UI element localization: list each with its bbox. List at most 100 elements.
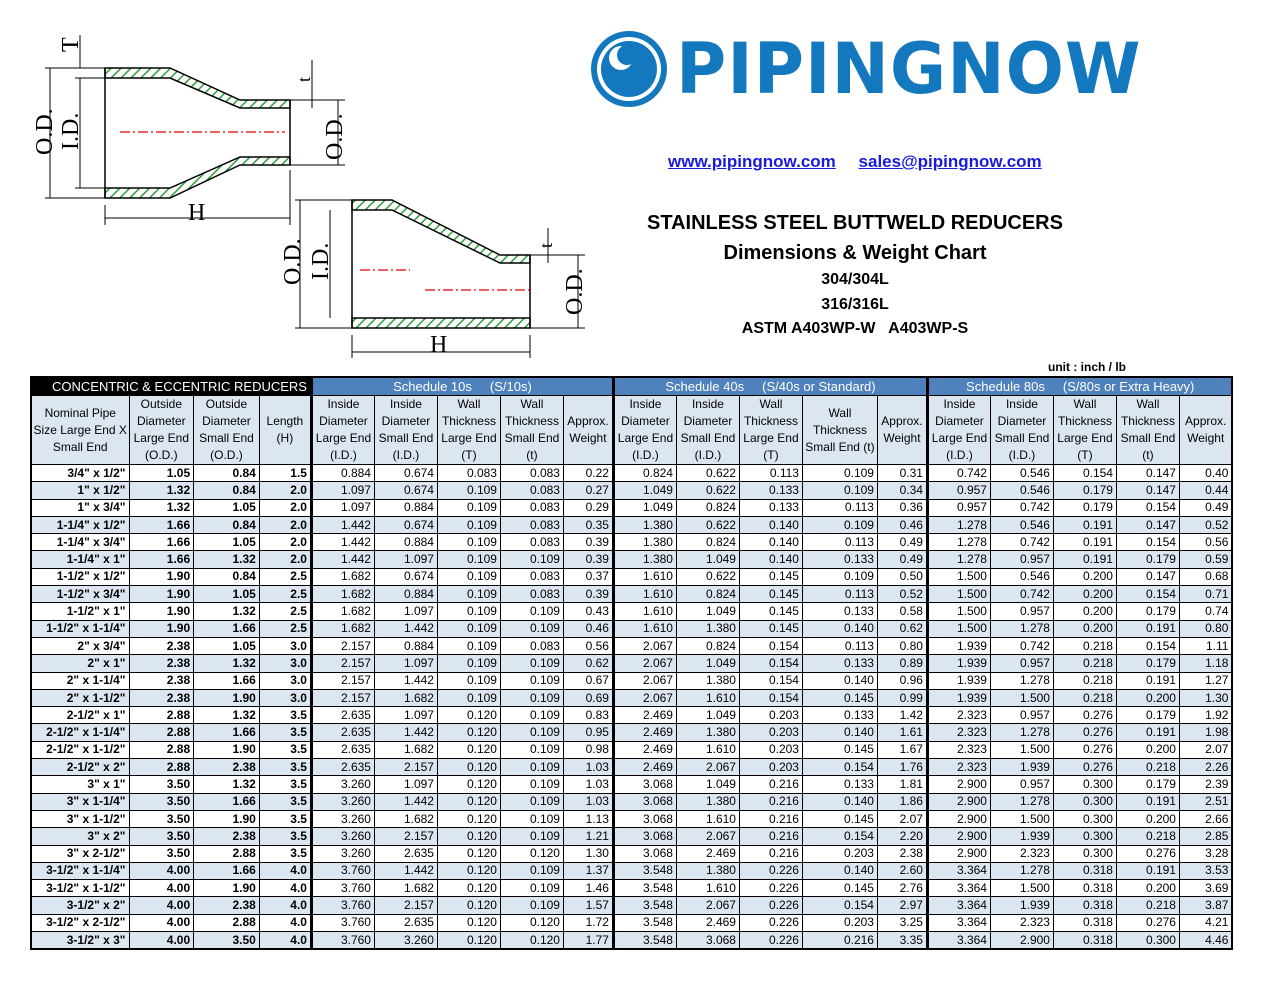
table-cell: 3.068 [611, 809, 677, 829]
table-cell: 1.682 [373, 688, 438, 708]
table-cell: 3.50 [128, 809, 195, 829]
table-cell: 3.50 [193, 931, 260, 950]
table-cell: 0.824 [675, 585, 740, 604]
section-sch10s: Schedule 10s (S/10s) [309, 376, 614, 396]
table-cell: 1.682 [373, 809, 438, 829]
table-cell: 0.884 [309, 463, 375, 483]
table-cell: 0.52 [1178, 515, 1233, 535]
table-cell: 0.154 [1115, 585, 1180, 604]
table-cell: 2.38 [193, 758, 260, 777]
table-row: 3" x 1-1/2" 3.50 1.90 3.5 3.260 1.682 0.120 0.1… [30, 809, 1233, 829]
table-cell: 0.200 [1115, 688, 1180, 708]
table-row: 3-1/2" x 2-1/2" 4.00 2.88 4.0 3.760 2.635 0.12… [30, 913, 1233, 933]
table-cell: 1.500 [989, 879, 1054, 898]
table-cell: 0.276 [1052, 740, 1117, 760]
table-cell: 1.86 [876, 792, 928, 811]
table-cell: 3.364 [925, 896, 991, 915]
table-cell: 3.260 [309, 775, 375, 794]
label-od-small-ecc: O.D. [562, 268, 588, 315]
contact-links: www.pipingnow.com sales@pipingnow.com [668, 152, 1060, 172]
table-cell: 1.90 [193, 809, 260, 829]
table-cell: 0.218 [1115, 758, 1180, 777]
email-link[interactable]: sales@pipingnow.com [858, 152, 1042, 171]
table-cell: 0.109 [499, 602, 564, 621]
table-cell: 1.380 [611, 550, 677, 569]
table-cell: 0.39 [562, 550, 614, 569]
table-cell: 0.109 [436, 602, 501, 621]
table-cell: 2.5 [258, 585, 312, 604]
table-cell: 3.068 [611, 844, 677, 863]
website-link[interactable]: www.pipingnow.com [668, 152, 836, 171]
table-cell: 3.5 [258, 792, 312, 811]
table-cell: 3.25 [876, 913, 928, 933]
table-cell: 0.49 [1178, 498, 1233, 517]
table-cell: 1.278 [989, 619, 1054, 638]
table-cell: 0.216 [738, 809, 803, 829]
table-cell: 2.323 [925, 723, 991, 742]
table-row: 3-1/2" x 2" 4.00 2.38 4.0 3.760 2.157 0.120 0.1… [30, 896, 1233, 915]
table-cell: 0.140 [801, 792, 878, 811]
column-header: Inside Diameter Small End (I.D.) [373, 395, 438, 465]
table-cell: 0.145 [801, 688, 878, 708]
table-cell: 2.067 [675, 896, 740, 915]
table-cell: 0.99 [876, 688, 928, 708]
table-cell: 1.32 [128, 498, 195, 517]
table-cell: 0.200 [1052, 585, 1117, 604]
table-row: 3/4" x 1/2" 1.05 0.84 1.5 0.884 0.674 0.083 0.0… [30, 463, 1233, 483]
column-header: Inside Diameter Large End (I.D.) [611, 395, 677, 465]
table-cell: 2.5 [258, 619, 312, 638]
table-cell: 2.38 [876, 844, 928, 863]
label-T: T [58, 37, 84, 52]
table-cell: 1.32 [193, 706, 260, 725]
table-cell: 3.260 [373, 931, 438, 950]
table-cell: 0.742 [925, 463, 991, 483]
table-cell: 3.548 [611, 931, 677, 950]
table-cell: 2.900 [925, 844, 991, 863]
table-cell: 0.133 [801, 550, 878, 569]
table-cell: 0.120 [436, 758, 501, 777]
table-cell: 1.097 [373, 602, 438, 621]
table-cell: 0.109 [499, 688, 564, 708]
table-cell: 2.067 [611, 654, 677, 673]
table-cell: 1.66 [193, 861, 260, 881]
table-cell: 3.548 [611, 896, 677, 915]
table-cell: 2.067 [611, 688, 677, 708]
table-cell: 4.0 [258, 896, 312, 915]
table-cell: 1.097 [373, 654, 438, 673]
table-cell: 3.5 [258, 758, 312, 777]
column-header: Inside Diameter Large End (I.D.) [309, 395, 375, 465]
table-cell: 0.546 [989, 515, 1054, 535]
table-cell: 0.109 [436, 498, 501, 517]
table-cell: 1.500 [925, 619, 991, 638]
table-cell: 0.109 [499, 896, 564, 915]
table-cell: 1.32 [193, 550, 260, 569]
table-cell: 0.154 [738, 671, 803, 690]
table-cell: 0.300 [1115, 931, 1180, 950]
table-cell: 0.318 [1052, 931, 1117, 950]
table-cell: 0.276 [1052, 706, 1117, 725]
table-row: 1" x 3/4" 1.32 1.05 2.0 1.097 0.884 0.109 0.083… [30, 498, 1233, 517]
table-row: 2" x 1-1/4" 2.38 1.66 3.0 2.157 1.442 0.109 0.1… [30, 671, 1233, 690]
table-cell: 0.109 [436, 533, 501, 552]
table-cell: 0.226 [738, 861, 803, 881]
table-cell: 1.278 [925, 533, 991, 552]
table-cell: 2.067 [675, 827, 740, 846]
table-cell: 0.957 [989, 602, 1054, 621]
table-cell: 0.300 [1052, 792, 1117, 811]
table-cell: 0.300 [1052, 775, 1117, 794]
table-cell: 2.900 [989, 931, 1054, 950]
table-cell: 0.50 [876, 567, 928, 587]
table-cell: 2.0 [258, 515, 312, 535]
table-row: 1-1/2" x 1-1/4" 1.90 1.66 2.5 1.682 1.442 0.10… [30, 619, 1233, 638]
table-cell: 0.083 [499, 515, 564, 535]
table-cell: 1.610 [675, 688, 740, 708]
table-cell: 1-1/2" x 1/2" [30, 567, 130, 587]
table-cell: 3-1/2" x 3" [30, 931, 130, 950]
table-cell: 2.067 [675, 758, 740, 777]
table-cell: 3" x 2-1/2" [30, 844, 130, 863]
table-cell: 0.218 [1052, 671, 1117, 690]
table-cell: 4.00 [128, 861, 195, 881]
table-cell: 1.278 [989, 861, 1054, 881]
table-cell: 2.157 [309, 654, 375, 673]
table-cell: 2.88 [193, 913, 260, 933]
